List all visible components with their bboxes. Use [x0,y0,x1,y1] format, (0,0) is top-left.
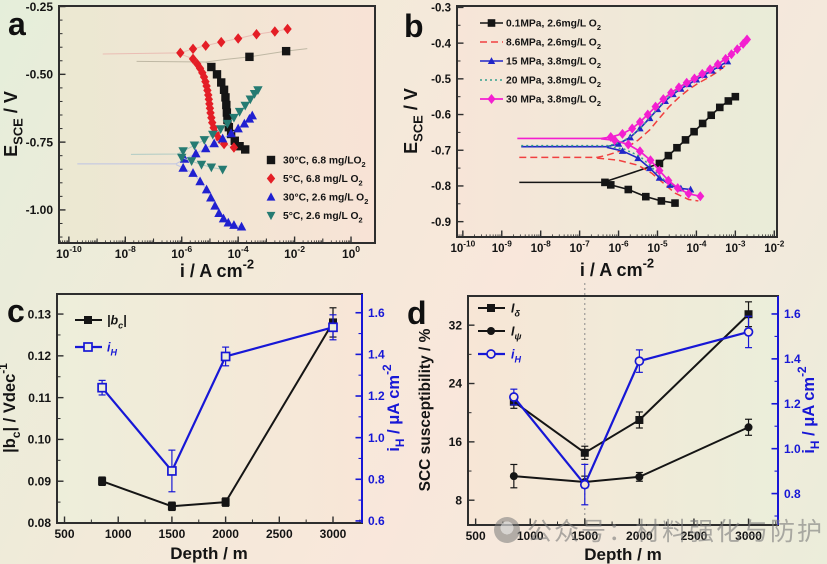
svg-text:iH / μA cm-2: iH / μA cm-2 [795,366,822,454]
svg-text:i / A cm-2: i / A cm-2 [180,256,254,281]
svg-text:10-10: 10-10 [450,239,475,255]
svg-text:-0.7: -0.7 [431,145,451,157]
svg-text:5°C, 6.8 mg/L O2: 5°C, 6.8 mg/L O2 [283,174,363,187]
svg-text:2500: 2500 [681,529,708,543]
chart-scc-ih-vs-depth: 500 1000 1500 2000 2500 3000 8 16 24 32 0.8 1.0 1.2 1… [417,283,822,564]
svg-text:-0.8: -0.8 [431,181,451,193]
panel-label-b: b [404,8,424,44]
svg-text:1.6: 1.6 [784,307,801,321]
svg-text:0.13: 0.13 [28,307,52,321]
svg-text:10-3: 10-3 [725,239,746,255]
svg-text:-0.5: -0.5 [431,74,451,86]
svg-text:30 MPa, 3.8mg/L O2: 30 MPa, 3.8mg/L O2 [506,95,601,108]
svg-text:iH / μA cm-2: iH / μA cm-2 [380,364,407,452]
svg-text:i / A cm-2: i / A cm-2 [580,255,654,280]
svg-text:ESCE / V: ESCE / V [1,91,25,157]
svg-text:20 MPa, 3.8mg/L O2: 20 MPa, 3.8mg/L O2 [506,76,601,89]
svg-text:1.6: 1.6 [368,306,385,320]
svg-text:Depth / m: Depth / m [584,545,661,564]
svg-text:10-4: 10-4 [686,239,707,255]
svg-text:1500: 1500 [159,527,186,541]
svg-text:-0.25: -0.25 [26,0,54,14]
svg-text:-0.4: -0.4 [431,38,451,50]
svg-text:-0.50: -0.50 [26,68,54,82]
svg-text:SCC susceptibility / %: SCC susceptibility / % [417,328,434,491]
svg-text:10-5: 10-5 [647,239,668,255]
svg-text:30°C, 2.6 mg/L O2: 30°C, 2.6 mg/L O2 [283,193,368,206]
svg-text:100: 100 [342,244,360,261]
svg-text:-0.6: -0.6 [431,110,451,122]
svg-text:10-9: 10-9 [492,239,513,255]
svg-text:|bc| / Vdec-1: |bc| / Vdec-1 [0,363,23,453]
svg-text:-0.9: -0.9 [431,217,451,229]
svg-text:-0.3: -0.3 [431,3,451,15]
svg-text:|bc|: |bc| [107,314,127,331]
svg-text:1.2: 1.2 [784,397,801,411]
svg-text:1.4: 1.4 [784,352,801,366]
panel-label-c: c [7,293,25,329]
svg-text:0.10: 0.10 [28,433,52,447]
svg-text:10-7: 10-7 [570,239,591,255]
svg-text:2500: 2500 [266,527,293,541]
svg-text:iH: iH [511,348,521,365]
svg-text:500: 500 [55,527,75,541]
svg-text:2000: 2000 [626,529,653,543]
svg-text:8: 8 [455,493,462,507]
chart-polarization-temperature: 10-10 10-8 10-6 10-4 10-2 100 -0.25 -0.50 -0.75 -… [1,0,376,281]
svg-text:1.2: 1.2 [368,389,385,403]
svg-text:1500: 1500 [571,529,598,543]
svg-text:3000: 3000 [320,527,347,541]
svg-text:0.11: 0.11 [28,391,51,405]
svg-text:1.0: 1.0 [784,442,801,456]
svg-text:1.4: 1.4 [368,348,385,362]
panel-label-a: a [8,6,26,42]
svg-text:16: 16 [449,435,463,449]
svg-text:10-6: 10-6 [608,239,629,255]
svg-text:3000: 3000 [735,529,762,543]
svg-text:10-2: 10-2 [284,244,305,261]
svg-text:30°C, 6.8 mg/LO2: 30°C, 6.8 mg/LO2 [283,156,366,169]
svg-text:Iδ: Iδ [511,302,520,319]
svg-text:24: 24 [449,377,463,391]
svg-text:-1.00: -1.00 [26,203,54,217]
panel-label-d: d [407,295,427,331]
svg-text:10-6: 10-6 [171,244,192,261]
svg-text:8.6MPa, 2.6mg/L O2: 8.6MPa, 2.6mg/L O2 [506,38,601,51]
svg-text:10-8: 10-8 [531,239,552,255]
svg-text:15 MPa, 3.8mg/L O2: 15 MPa, 3.8mg/L O2 [506,57,601,70]
svg-text:0.12: 0.12 [28,349,52,363]
svg-text:iH: iH [107,341,117,358]
svg-text:1000: 1000 [105,527,132,541]
svg-text:1000: 1000 [517,529,544,543]
svg-text:2000: 2000 [212,527,239,541]
svg-text:Iψ: Iψ [511,325,521,342]
svg-text:10-4: 10-4 [228,244,249,261]
chart-bc-ih-vs-depth: 500 1000 1500 2000 2500 3000 0.08 0.09 0.10 0.11 0… [0,293,407,563]
svg-text:10-10: 10-10 [56,244,82,261]
svg-text:0.08: 0.08 [28,516,52,530]
svg-text:0.6: 0.6 [368,514,385,528]
svg-text:-0.75: -0.75 [26,135,54,149]
svg-text:5°C, 2.6 mg/L O2: 5°C, 2.6 mg/L O2 [283,211,363,224]
svg-text:10-8: 10-8 [115,244,136,261]
chart-polarization-pressure: 10-10 10-9 10-8 10-7 10-6 10-5 10-4 10-3 10-2 -0.… [401,3,785,280]
svg-text:0.09: 0.09 [28,474,52,488]
svg-text:1.0: 1.0 [368,431,385,445]
svg-text:Depth / m: Depth / m [170,544,247,563]
svg-text:0.8: 0.8 [784,487,801,501]
svg-text:500: 500 [466,529,486,543]
svg-text:0.8: 0.8 [368,472,385,486]
svg-text:32: 32 [449,318,463,332]
svg-text:0.1MPa, 2.6mg/L O2: 0.1MPa, 2.6mg/L O2 [506,19,601,32]
svg-text:ESCE / V: ESCE / V [401,88,425,154]
svg-text:10-2: 10-2 [764,239,785,255]
